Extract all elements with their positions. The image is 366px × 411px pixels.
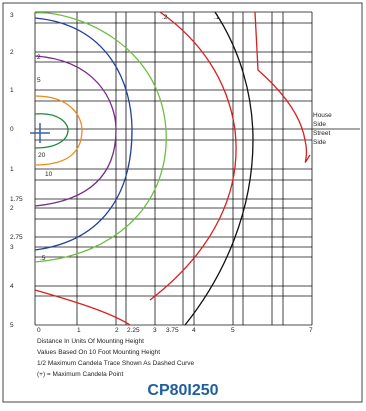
contour-label: .2: [162, 14, 168, 21]
y-label: 2: [10, 205, 14, 212]
contour-label: 2: [37, 54, 41, 61]
title: CP80I250: [147, 382, 218, 399]
side-label: Street: [313, 130, 331, 137]
side-label: Side: [313, 121, 326, 128]
contour: [34, 17, 133, 251]
y-label: 1: [10, 87, 14, 94]
note: Values Based On 10 Foot Mounting Height: [37, 349, 160, 356]
y-label: 3: [10, 244, 14, 251]
y-label: 1: [10, 166, 14, 173]
y-label: 2.75: [10, 234, 23, 241]
x-label: 7: [309, 327, 313, 334]
contour: [34, 289, 131, 326]
x-label: 3: [153, 327, 157, 334]
contour: [34, 55, 117, 207]
note: (+) = Maximum Candela Point: [37, 371, 124, 378]
frame: [2, 2, 363, 403]
contour-label: 5: [37, 77, 41, 84]
y-label: 0: [10, 126, 14, 133]
y-label: 1.75: [10, 196, 23, 203]
side-label: Side: [313, 139, 326, 146]
note: 1/2 Maximum Candela Trace Shown As Dashe…: [37, 360, 195, 367]
contour-label: .5: [40, 255, 46, 262]
grid: [34, 11, 360, 326]
contour: [34, 113, 69, 149]
contour: [34, 95, 83, 166]
contour: [184, 11, 254, 326]
x-label: 2.25: [127, 327, 140, 334]
x-label: 4: [192, 327, 196, 334]
x-label: 0: [37, 327, 41, 334]
side-label: House: [313, 112, 332, 119]
y-label: 4: [10, 283, 14, 290]
contour: [254, 11, 311, 163]
x-label: 3.75: [166, 327, 179, 334]
y-label: 3: [10, 12, 14, 19]
contour: [34, 12, 167, 263]
contour-label: 20: [38, 152, 46, 159]
contour: [149, 11, 237, 301]
contour-label: .1: [214, 14, 220, 21]
x-label: 2: [115, 327, 119, 334]
contour-label: 10: [45, 171, 53, 178]
x-label: 1: [77, 327, 81, 334]
x-label: 5: [231, 327, 235, 334]
note: Distance In Units Of Mounting Height: [37, 338, 144, 345]
y-label: 5: [10, 322, 14, 329]
y-label: 2: [10, 49, 14, 56]
